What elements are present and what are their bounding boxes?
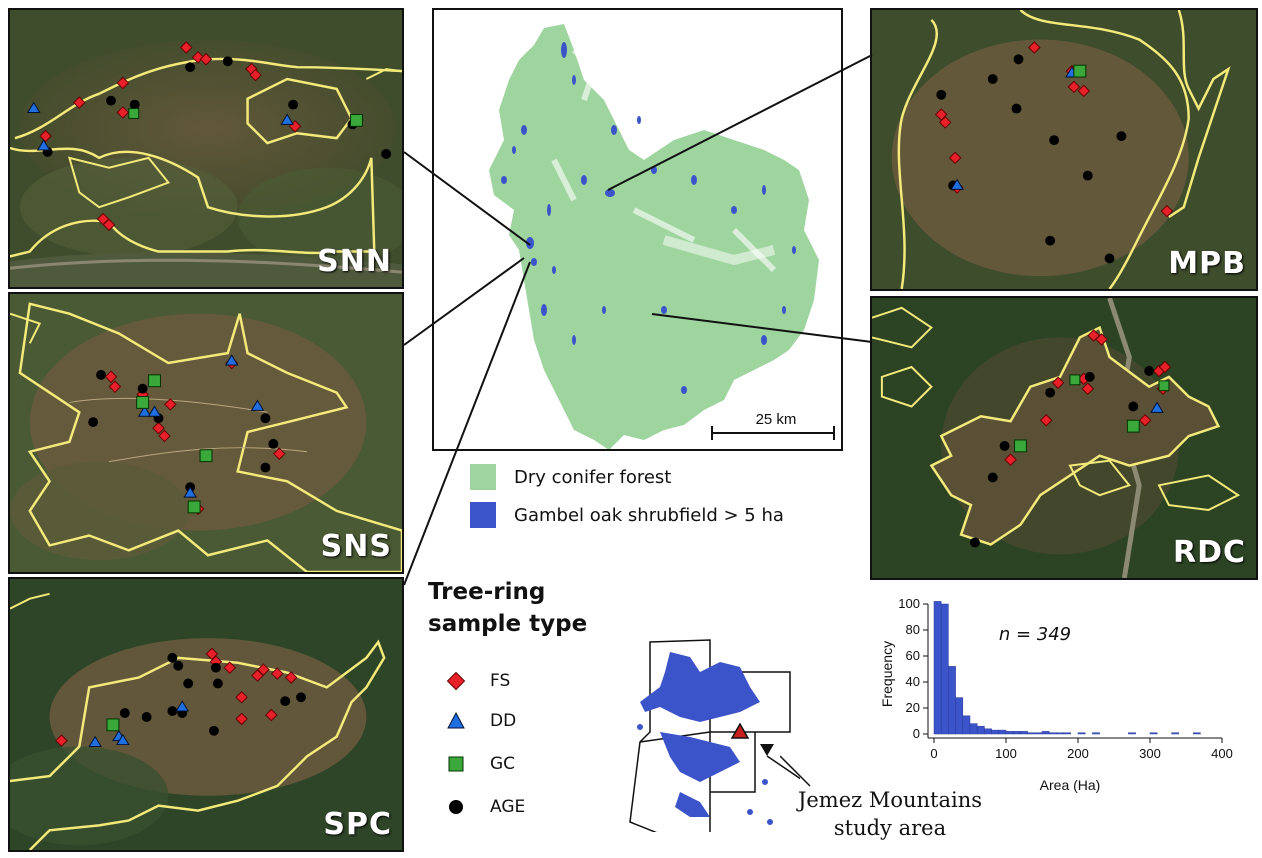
locator-map xyxy=(629,639,800,832)
panel-sns: SNS xyxy=(8,292,404,574)
satellite-image-rdc xyxy=(872,298,1256,578)
histogram-bar xyxy=(940,603,949,735)
sample-legend-label-fs: FS xyxy=(490,671,511,691)
panel-label-rdc: RDC xyxy=(1172,535,1246,570)
histogram-bar xyxy=(955,697,964,735)
locator-pointer xyxy=(760,744,774,756)
circle-icon xyxy=(449,800,463,814)
sample-legend-title-line2: sample type xyxy=(428,611,588,637)
sample-markers-sns xyxy=(88,354,286,516)
panel-label-snn: SNN xyxy=(317,244,392,279)
histogram-bar xyxy=(1063,732,1072,735)
sample-legend-title: Tree-ring sample type xyxy=(428,576,587,640)
histogram-annotation: n = 349 xyxy=(999,624,1071,645)
satellite-image-snn xyxy=(10,10,402,287)
y-tick-label: 20 xyxy=(906,700,920,715)
satellite-image-mpb xyxy=(872,10,1256,289)
dry-conifer-swatch xyxy=(470,464,496,490)
sample-legend-label-gc: GC xyxy=(490,754,516,774)
y-tick-label: 40 xyxy=(906,674,920,689)
x-tick-label: 300 xyxy=(1139,746,1161,761)
histogram-bar xyxy=(991,729,1000,735)
histogram-bar xyxy=(1041,731,1050,735)
sample-markers-snn xyxy=(26,41,392,232)
sample-legend-item-dd: DD xyxy=(446,711,516,731)
dry-conifer-forest-area xyxy=(489,24,819,449)
legend-label-dry-conifer: Dry conifer forest xyxy=(514,466,672,488)
sample-legend-label-dd: DD xyxy=(490,711,517,731)
y-tick-label: 60 xyxy=(906,648,920,663)
histogram-bar xyxy=(1149,732,1158,735)
histogram-bar xyxy=(1171,732,1180,735)
x-tick-label: 400 xyxy=(1211,746,1233,761)
sample-legend-label-age: AGE xyxy=(490,797,526,817)
histogram-bar xyxy=(1192,732,1201,735)
map-legend: Dry conifer forest Gambel oak shrubfield… xyxy=(470,458,784,534)
sample-legend-title-line1: Tree-ring xyxy=(428,579,546,605)
panel-rdc: RDC xyxy=(870,296,1258,580)
panel-mpb: MPB xyxy=(870,8,1258,291)
sample-markers-mpb xyxy=(934,41,1174,264)
histogram-bar xyxy=(1020,731,1028,735)
histogram-bar xyxy=(976,725,985,735)
histogram-ylabel: Frequency xyxy=(879,641,895,707)
histogram-bar xyxy=(1092,732,1100,735)
legend-item-dry-conifer: Dry conifer forest xyxy=(470,458,784,496)
panel-spc: SPC xyxy=(8,577,404,852)
overview-map-canvas: 25 km xyxy=(489,24,835,449)
panel-label-spc: SPC xyxy=(323,807,392,842)
sample-legend-item-gc: GC xyxy=(446,754,515,774)
satellite-image-sns xyxy=(10,294,402,572)
x-tick-label: 200 xyxy=(1067,746,1089,761)
scale-bar-label: 25 km xyxy=(756,411,797,428)
y-tick-label: 0 xyxy=(913,726,920,741)
sample-markers-spc xyxy=(55,647,306,748)
gambel-oak-swatch xyxy=(470,502,496,528)
histogram-bar xyxy=(1128,732,1136,735)
panel-label-mpb: MPB xyxy=(1168,246,1246,281)
sample-legend-item-fs: FS xyxy=(446,671,510,691)
panel-label-sns: SNS xyxy=(320,529,392,564)
study-area-label-line1: Jemez Mountains xyxy=(797,788,983,812)
study-area-marker xyxy=(730,722,750,739)
histogram-bar xyxy=(969,723,978,735)
overview-map: 25 km xyxy=(432,8,843,451)
diamond-icon xyxy=(446,671,466,691)
sample-markers-rdc xyxy=(969,329,1172,548)
histogram-bar xyxy=(1056,732,1064,735)
legend-item-gambel-oak: Gambel oak shrubfield > 5 ha xyxy=(470,496,784,534)
area-histogram: 0 100 200 300 400 0 20 40 60 80 100 n = 349 Area (… xyxy=(879,596,1233,793)
histogram-bar xyxy=(998,729,1007,735)
histogram-bar xyxy=(1048,732,1057,735)
histogram-bar xyxy=(933,601,942,735)
histogram-bar xyxy=(984,728,992,735)
x-tick-label: 0 xyxy=(930,746,937,761)
sample-legend-item-age: AGE xyxy=(446,797,525,817)
y-tick-label: 80 xyxy=(906,622,920,637)
histogram-bar xyxy=(948,666,956,735)
y-tick-label: 100 xyxy=(898,596,920,611)
study-area-label: Jemez Mountains study area xyxy=(790,786,990,842)
satellite-image-spc xyxy=(10,579,402,850)
histogram-bar xyxy=(1077,732,1086,735)
histogram-bar xyxy=(962,715,971,735)
histogram-bar xyxy=(1027,732,1036,735)
histogram-bar xyxy=(1012,731,1021,735)
x-tick-label: 100 xyxy=(995,746,1017,761)
histogram-xlabel: Area (Ha) xyxy=(1040,777,1101,793)
histogram-bar xyxy=(1005,731,1014,735)
panel-snn: SNN xyxy=(8,8,404,289)
histogram-axes: 0 100 200 300 400 0 20 40 60 80 100 xyxy=(898,596,1233,761)
histogram-bars xyxy=(933,601,1201,735)
study-area-label-line2: study area xyxy=(833,816,947,840)
legend-label-gambel-oak: Gambel oak shrubfield > 5 ha xyxy=(514,504,784,526)
histogram-bar xyxy=(1034,732,1043,735)
square-icon xyxy=(448,756,464,772)
gambel-oak-range xyxy=(640,652,760,722)
locator-pointer-line xyxy=(780,755,811,787)
triangle-icon xyxy=(447,711,465,729)
